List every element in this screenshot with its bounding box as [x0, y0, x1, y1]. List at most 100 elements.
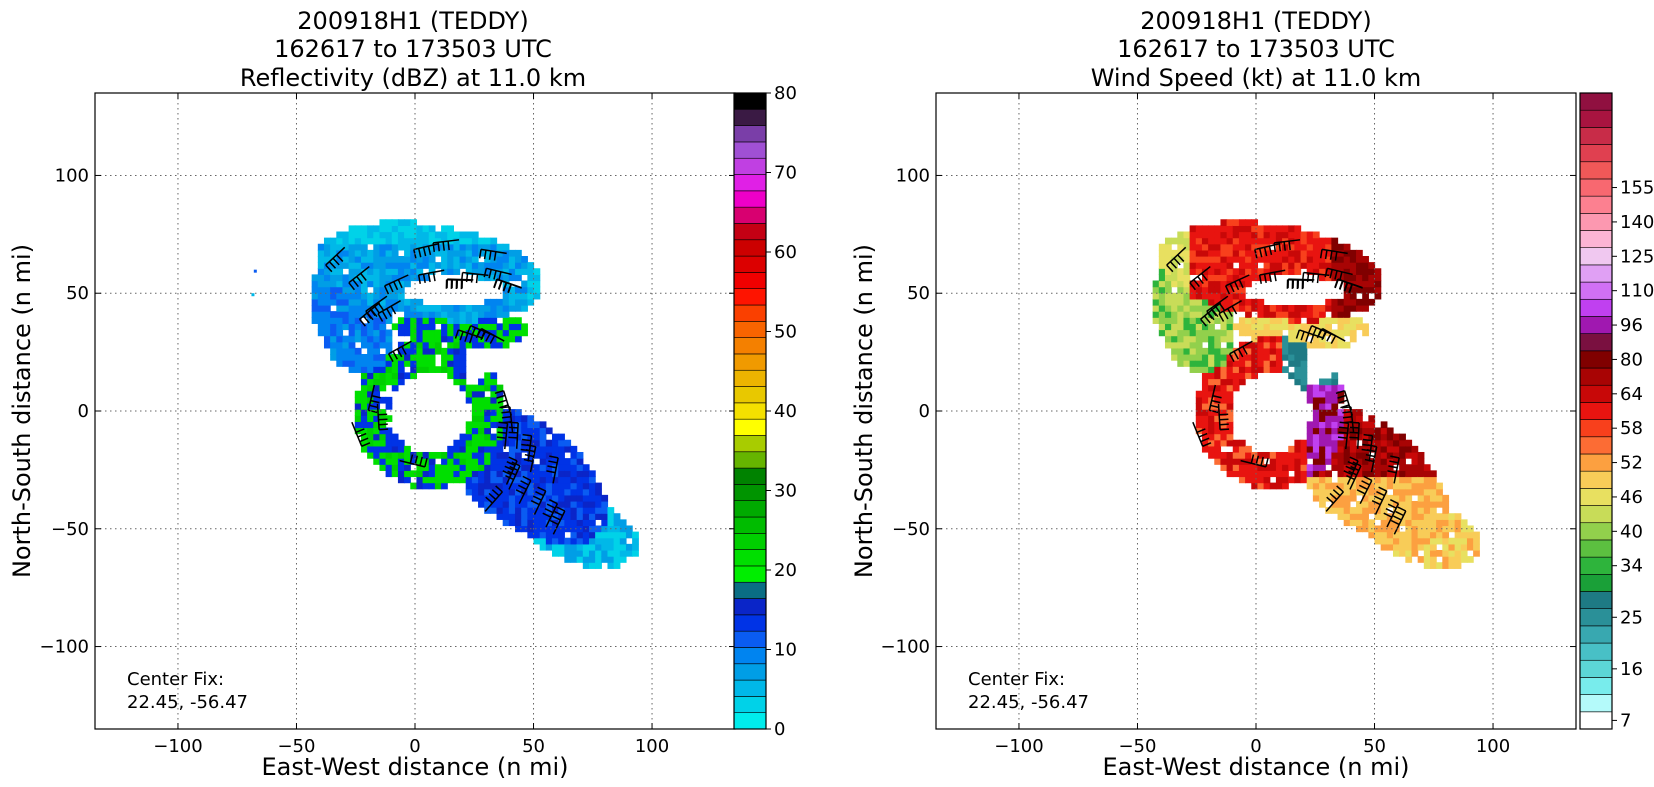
field-cell	[1257, 458, 1265, 465]
wind-barb-feather	[1387, 470, 1397, 474]
field-cell	[1177, 292, 1185, 300]
colorbar-swatch	[733, 272, 767, 289]
field-cell	[428, 353, 436, 361]
field-cell	[1238, 470, 1246, 478]
field-cell	[360, 323, 368, 331]
field-cell	[527, 298, 535, 306]
field-cell	[1232, 219, 1240, 226]
colorbar-tick-label: 46	[1620, 487, 1643, 508]
field-cell	[1386, 427, 1394, 435]
field-cell	[1195, 421, 1203, 429]
field-cell	[1195, 341, 1203, 349]
field-cell	[1195, 243, 1203, 251]
colorbar-tick-label: 16	[1620, 659, 1643, 680]
colorbar-swatch	[733, 679, 767, 697]
wind-barb-feather	[522, 475, 532, 482]
field-cell	[478, 409, 485, 416]
field-cell	[1214, 372, 1222, 380]
field-cell	[527, 415, 535, 422]
field-cell	[453, 323, 461, 331]
field-cell	[1201, 262, 1209, 269]
field-cell	[441, 347, 448, 355]
field-cell	[502, 507, 510, 514]
field-cell	[478, 451, 485, 459]
colorbar-swatch	[1579, 522, 1613, 541]
field-cell	[515, 507, 522, 514]
wind-barb-feather	[1311, 273, 1315, 283]
field-cell	[1226, 396, 1234, 404]
field-cell	[1325, 427, 1332, 435]
field-cell	[1208, 249, 1215, 257]
field-cell	[1269, 341, 1277, 349]
field-cell	[410, 249, 418, 257]
wind-barb-feather	[509, 465, 519, 472]
field-cell	[1214, 439, 1222, 447]
field-cell	[447, 476, 454, 484]
field-cell	[1208, 439, 1215, 447]
field-cell	[330, 298, 337, 306]
wind-barb-feather	[427, 273, 431, 283]
field-cell	[428, 366, 436, 373]
field-cell	[533, 537, 541, 545]
field-cell	[459, 262, 467, 269]
field-cell	[521, 519, 528, 527]
field-cell	[1312, 488, 1320, 496]
field-cell	[360, 298, 368, 306]
field-cell	[1374, 439, 1382, 447]
wind-barb-feather	[414, 455, 419, 465]
field-cell	[348, 225, 356, 233]
wind-barb-feather	[556, 506, 566, 512]
field-cell	[1245, 243, 1252, 251]
field-cell	[330, 280, 337, 288]
field-cell	[490, 415, 498, 422]
field-cell	[416, 298, 424, 306]
field-cell	[1214, 341, 1222, 349]
field-cell	[1325, 415, 1332, 422]
field-cell	[502, 341, 510, 349]
field-cell	[354, 305, 362, 312]
field-cell	[588, 500, 596, 508]
field-cell	[385, 353, 393, 361]
field-cell	[465, 335, 473, 343]
field-cell	[1232, 445, 1240, 453]
field-cell	[1343, 243, 1351, 251]
field-cell	[490, 409, 498, 416]
field-cell	[1399, 537, 1406, 545]
field-cell	[1220, 262, 1228, 269]
field-cell	[317, 274, 325, 282]
field-cell	[1288, 311, 1295, 318]
field-cell	[453, 470, 461, 478]
field-cell	[373, 415, 381, 422]
field-cell	[1349, 488, 1357, 496]
field-cell	[521, 482, 528, 490]
field-cell	[397, 360, 405, 367]
field-cell	[373, 286, 381, 294]
field-cell	[619, 556, 627, 563]
field-cell	[490, 488, 498, 496]
wind-barb	[433, 239, 460, 244]
field-cell	[1429, 470, 1437, 478]
field-cell	[441, 249, 448, 257]
wind-barb-feather	[362, 315, 370, 324]
wind-barb-feather	[1173, 257, 1181, 266]
field-cell	[385, 433, 393, 441]
wind-barb-feather	[1361, 480, 1370, 486]
field-cell	[317, 305, 325, 312]
field-cell	[478, 421, 485, 429]
field-cell	[521, 525, 528, 533]
field-cell	[1238, 451, 1246, 459]
field-cell	[404, 262, 411, 269]
wind-barb-feather	[1250, 454, 1255, 464]
field-cell	[490, 268, 498, 275]
field-cell	[1158, 249, 1166, 257]
field-cell	[1325, 488, 1332, 496]
field-cell	[422, 256, 430, 263]
colorbar-swatch	[1579, 488, 1613, 506]
field-cell	[311, 274, 319, 282]
wind-barb-feather	[369, 404, 379, 409]
field-cell	[428, 225, 436, 233]
wind-barb-feather	[1347, 461, 1357, 467]
field-cell	[447, 268, 454, 275]
field-cell	[576, 488, 584, 496]
field-cell	[1393, 458, 1400, 465]
